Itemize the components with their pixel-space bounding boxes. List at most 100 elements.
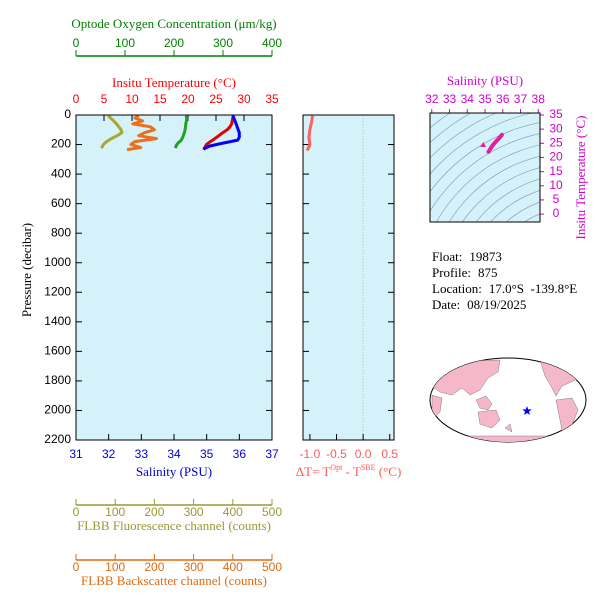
plot-background (303, 115, 394, 440)
y-tick-label: 600 (51, 196, 71, 210)
x-tick-label: 300 (184, 505, 204, 519)
y-axis-title: Pressure (decibar) (19, 223, 34, 317)
axis-title: Insitu Temperature (°C) (112, 75, 236, 90)
x-tick-label: 35 (200, 447, 214, 461)
x-tick-label: 0 (73, 560, 80, 574)
axis-title-part: - T (342, 464, 361, 479)
x-tick-label: 400 (223, 505, 243, 519)
info-key: Float: (432, 249, 462, 264)
x-tick-label: 38 (532, 92, 546, 106)
x-tick-label: 100 (115, 36, 135, 50)
y-tick-label: 15 (549, 164, 563, 178)
plot-frame (302, 114, 395, 441)
x-tick-label: 300 (213, 36, 233, 50)
y-tick-label: 1800 (44, 373, 71, 387)
x-tick-label: 0 (73, 505, 80, 519)
y-tick-label: 10 (549, 178, 563, 192)
x-tick-label: 37 (514, 92, 528, 106)
axis-title-part: Opt (330, 463, 343, 472)
ts-point (480, 141, 487, 147)
float-info: Location: 17.0°S -139.8°E (432, 281, 577, 296)
profile-line (202, 115, 241, 151)
x-tick-label: 0 (73, 92, 80, 106)
profile-line (305, 115, 315, 152)
x-tick-label: 20 (181, 92, 195, 106)
float-info: Date: 08/19/2025 (432, 297, 526, 312)
info-value: 08/19/2025 (467, 297, 526, 312)
y-tick-label: 30 (549, 121, 563, 135)
x-tick-label: 33 (135, 447, 149, 461)
x-tick-label: 200 (144, 560, 164, 574)
y-tick-label: 2200 (44, 432, 71, 446)
x-tick-label: 31 (69, 447, 83, 461)
x-tick-label: 300 (184, 560, 204, 574)
x-tick-label: 100 (105, 560, 125, 574)
axis-title: FLBB Backscatter channel (counts) (81, 573, 267, 588)
x-tick-label: 500 (262, 560, 282, 574)
info-key: Location: (432, 281, 482, 296)
plot-background (430, 113, 540, 222)
x-tick-label: 30 (237, 92, 251, 106)
axis-title: Insitu Temperature (°C) (573, 116, 588, 240)
info-value: 17.0°S -139.8°E (489, 281, 577, 296)
x-tick-label: 400 (262, 36, 282, 50)
x-tick-label: 34 (167, 447, 181, 461)
x-tick-label: 33 (443, 92, 457, 106)
info-value: 875 (478, 265, 498, 280)
float-info: Profile: 875 (432, 265, 498, 280)
axis-title: Salinity (PSU) (136, 464, 212, 479)
x-tick-label: 500 (262, 505, 282, 519)
ts-line (486, 132, 504, 154)
x-tick-label: 37 (265, 447, 279, 461)
x-tick-label: 0.0 (355, 447, 372, 461)
x-tick-label: 35 (265, 92, 279, 106)
profile-line (174, 115, 189, 149)
y-tick-label: 35 (549, 107, 563, 121)
plot-frame (429, 112, 541, 223)
axis-title-part: SBE (361, 463, 376, 472)
x-tick-label: 36 (496, 92, 510, 106)
axis-title-part: (°C) (376, 464, 402, 479)
x-tick-label: 35 (478, 92, 492, 106)
y-tick-label: 0 (553, 206, 560, 220)
x-tick-label: -1.0 (300, 447, 321, 461)
info-key: Profile: (432, 265, 471, 280)
plot-frame (75, 114, 273, 441)
y-tick-label: 5 (553, 192, 560, 206)
profile-line (202, 115, 235, 151)
y-tick-label: 20 (549, 150, 563, 164)
world-map (429, 357, 587, 443)
axis-title: FLBB Fluorescence channel (counts) (77, 518, 271, 533)
axis-title-part: ΔT= T (296, 464, 331, 479)
x-tick-label: 25 (209, 92, 223, 106)
contour (515, 240, 609, 360)
plot-background (76, 115, 272, 440)
x-tick-label: 400 (223, 560, 243, 574)
x-tick-label: 10 (125, 92, 139, 106)
axis-title: Optode Oxygen Concentration (μm/kg) (71, 16, 276, 31)
x-tick-label: 0 (73, 36, 80, 50)
x-tick-label: 36 (233, 447, 247, 461)
y-tick-label: 1000 (44, 255, 71, 269)
profile-line (126, 114, 158, 152)
axis-title: ΔT= TOpt - TSBE (°C) (296, 463, 402, 479)
x-tick-label: 15 (153, 92, 167, 106)
float-info: Float: 19873 (432, 249, 502, 264)
profile-line (100, 114, 124, 149)
x-tick-label: 100 (105, 505, 125, 519)
axis-title: Salinity (PSU) (447, 73, 523, 88)
x-tick-label: 5 (101, 92, 108, 106)
x-tick-label: 0.5 (381, 447, 398, 461)
info-value: 19873 (469, 249, 502, 264)
y-tick-label: 0 (64, 107, 71, 121)
y-tick-label: 1400 (44, 314, 71, 328)
x-tick-label: 32 (102, 447, 116, 461)
y-tick-label: 1200 (44, 284, 71, 298)
x-tick-label: 200 (144, 505, 164, 519)
y-tick-label: 1600 (44, 344, 71, 358)
x-tick-label: -0.5 (326, 447, 347, 461)
info-key: Date: (432, 297, 460, 312)
x-tick-label: 32 (425, 92, 439, 106)
y-tick-label: 25 (549, 135, 563, 149)
